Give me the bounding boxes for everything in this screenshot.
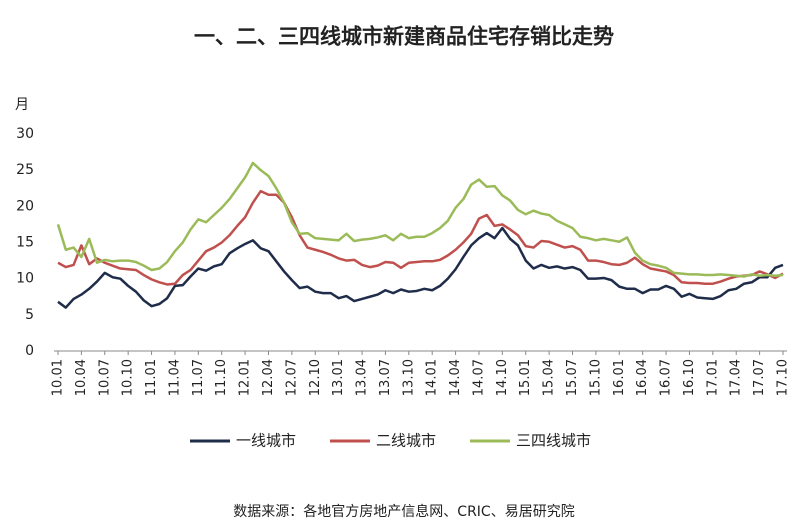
x-tick-label: 12.07 bbox=[284, 359, 299, 396]
x-tick-label: 10.04 bbox=[74, 359, 89, 396]
x-tick-label: 14.07 bbox=[471, 359, 486, 396]
series-line bbox=[57, 226, 784, 309]
x-tick-label: 15.04 bbox=[542, 359, 557, 396]
y-tick-label: 25 bbox=[16, 162, 34, 178]
x-tick-label: 16.07 bbox=[659, 359, 674, 396]
y-tick-label: 20 bbox=[16, 198, 34, 214]
x-tick-label: 15.01 bbox=[518, 359, 533, 396]
x-tick-label: 17.04 bbox=[729, 359, 744, 396]
legend-label: 二线城市 bbox=[376, 432, 436, 450]
series-line bbox=[57, 189, 784, 286]
x-tick-label: 17.07 bbox=[752, 359, 767, 396]
y-tick-label: 15 bbox=[16, 235, 34, 251]
y-tick-label: 5 bbox=[25, 307, 34, 323]
x-tick-label: 11.07 bbox=[191, 359, 206, 396]
x-tick-label: 16.04 bbox=[635, 359, 650, 396]
x-tick-label: 14.04 bbox=[448, 359, 463, 396]
source-note: 数据来源：各地官方房地产信息网、CRIC、易居研究院 bbox=[233, 503, 574, 520]
y-tick-label: 10 bbox=[16, 271, 34, 287]
x-tick-label: 10.01 bbox=[51, 359, 66, 396]
x-tick-label: 11.01 bbox=[144, 359, 159, 396]
legend-label: 三四线城市 bbox=[516, 432, 591, 450]
series-line bbox=[56, 161, 784, 278]
x-tick-label: 10.10 bbox=[121, 359, 136, 396]
x-tick-label: 12.10 bbox=[308, 359, 323, 396]
x-tick-label: 11.04 bbox=[167, 359, 182, 396]
x-tick-label: 11.10 bbox=[214, 359, 229, 396]
x-tick-label: 16.10 bbox=[682, 359, 697, 396]
x-tick-label: 12.01 bbox=[238, 359, 253, 396]
y-axis-label: 月 bbox=[15, 97, 29, 113]
x-tick-label: 16.01 bbox=[612, 359, 627, 396]
x-tick-label: 15.10 bbox=[588, 359, 603, 396]
x-tick-label: 13.10 bbox=[401, 359, 416, 396]
x-tick-label: 17.01 bbox=[705, 359, 720, 396]
chart-title: 一、二、三四线城市新建商品住宅存销比走势 bbox=[194, 24, 614, 49]
x-tick-label: 14.10 bbox=[495, 359, 510, 396]
x-tick-label: 13.01 bbox=[331, 359, 346, 396]
x-tick-label: 13.04 bbox=[355, 359, 370, 396]
legend-label: 一线城市 bbox=[236, 432, 296, 450]
y-tick-label: 30 bbox=[16, 126, 34, 142]
x-tick-label: 17.10 bbox=[776, 359, 791, 396]
x-tick-label: 10.07 bbox=[97, 359, 112, 396]
x-tick-label: 15.07 bbox=[565, 359, 580, 396]
x-tick-label: 14.01 bbox=[425, 359, 440, 396]
y-tick-label: 0 bbox=[25, 343, 34, 359]
x-tick-label: 12.04 bbox=[261, 359, 276, 396]
x-tick-label: 13.07 bbox=[378, 359, 393, 396]
